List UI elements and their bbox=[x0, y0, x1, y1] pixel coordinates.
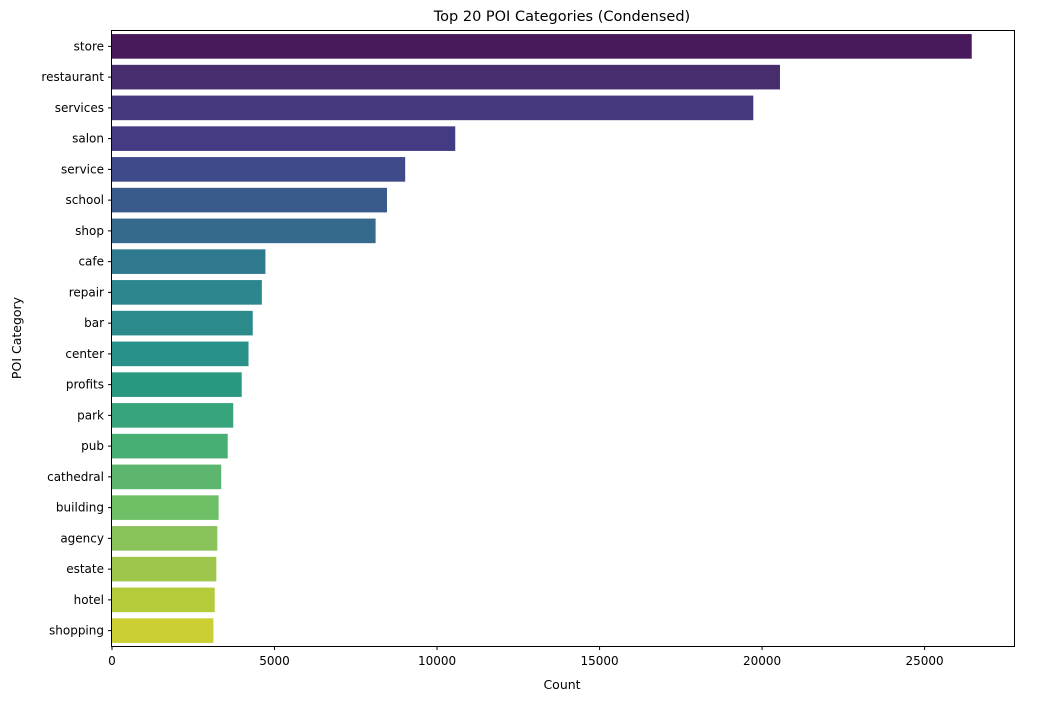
y-tick-label: salon bbox=[72, 132, 104, 146]
chart-title: Top 20 POI Categories (Condensed) bbox=[433, 9, 690, 25]
y-tick-label: park bbox=[77, 408, 104, 422]
x-tick-label: 5000 bbox=[259, 654, 290, 668]
x-tick-label: 15000 bbox=[580, 654, 618, 668]
y-tick-label: cathedral bbox=[47, 470, 104, 484]
bar-restaurant bbox=[112, 64, 780, 90]
y-axis-label: POI Category bbox=[9, 296, 24, 379]
x-axis-ticks: 0 5000 10000 15000 20000 25000 bbox=[108, 646, 944, 668]
x-tick-label: 25000 bbox=[906, 654, 944, 668]
bars-group bbox=[112, 34, 972, 643]
y-tick-label: building bbox=[56, 501, 104, 515]
bar-pub bbox=[112, 433, 228, 459]
y-tick-label: agency bbox=[60, 531, 104, 545]
y-tick-label: profits bbox=[66, 378, 104, 392]
bar-store bbox=[112, 34, 972, 59]
y-tick-label: shopping bbox=[49, 624, 104, 638]
bar-school bbox=[112, 187, 387, 213]
y-tick-label: center bbox=[65, 347, 104, 361]
y-tick-label: bar bbox=[84, 316, 104, 330]
bar-cathedral bbox=[112, 464, 222, 490]
bar-estate bbox=[112, 556, 217, 582]
bar-profits bbox=[112, 372, 242, 397]
bar-shopping bbox=[112, 618, 214, 643]
bar-salon bbox=[112, 126, 456, 151]
x-tick-label: 10000 bbox=[418, 654, 456, 668]
x-tick-label: 20000 bbox=[743, 654, 781, 668]
plot-frame bbox=[111, 30, 1015, 647]
bar-shop bbox=[112, 218, 376, 244]
y-tick-label: school bbox=[66, 193, 104, 207]
y-tick-label: service bbox=[61, 162, 104, 176]
y-tick-label: store bbox=[74, 39, 104, 53]
y-tick-label: restaurant bbox=[41, 70, 104, 84]
bar-hotel bbox=[112, 587, 215, 613]
bar-bar bbox=[112, 310, 253, 336]
y-tick-label: cafe bbox=[78, 255, 104, 269]
bar-park bbox=[112, 403, 234, 428]
bar-service bbox=[112, 157, 406, 182]
y-tick-label: repair bbox=[69, 285, 104, 299]
x-axis-label: Count bbox=[543, 677, 580, 692]
bar-center bbox=[112, 341, 249, 367]
bar-services bbox=[112, 95, 754, 121]
y-tick-label: pub bbox=[81, 439, 104, 453]
y-tick-label: estate bbox=[66, 562, 104, 576]
bar-repair bbox=[112, 280, 262, 305]
bar-building bbox=[112, 495, 219, 520]
y-axis-ticks: store restaurant services salon service schoo… bbox=[41, 39, 112, 638]
y-tick-label: services bbox=[55, 101, 104, 115]
y-tick-label: hotel bbox=[74, 593, 104, 607]
bar-cafe bbox=[112, 249, 266, 274]
x-tick-label: 0 bbox=[108, 654, 116, 668]
bar-agency bbox=[112, 526, 218, 551]
y-tick-label: shop bbox=[75, 224, 104, 238]
